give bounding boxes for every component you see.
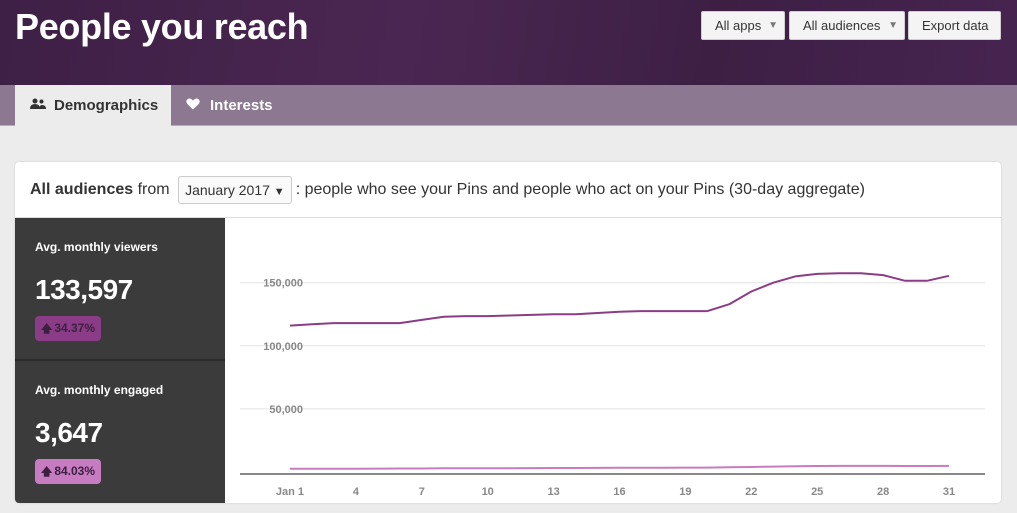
x-tick-label: 7 [419, 486, 425, 498]
metric-monthly-engaged: Avg. monthly engaged 3,647 🡅 84.03% [15, 361, 225, 503]
x-tick-label: 28 [877, 486, 889, 498]
card-description: : people who see your Pins and people wh… [295, 181, 865, 198]
page-header: People you reach All apps ▼ All audience… [0, 0, 1017, 85]
export-data-label: Export data [922, 18, 989, 33]
y-tick-label: 50,000 [269, 404, 303, 416]
x-tick-label: 25 [811, 486, 823, 498]
metric-monthly-viewers: Avg. monthly viewers 133,597 🡅 34.37% [15, 218, 225, 359]
metric-value: 3,647 [35, 417, 103, 448]
audiences-filter-dropdown[interactable]: All audiences ▼ [789, 11, 905, 40]
arrow-up-icon: 🡅 [41, 466, 53, 478]
export-data-button[interactable]: Export data [908, 11, 1001, 40]
audience-card: All audiences from January 2017 ▼: peopl… [15, 162, 1001, 503]
heart-icon [186, 85, 202, 126]
chevron-down-icon: ▼ [888, 20, 898, 31]
x-tick-label: 31 [943, 486, 955, 498]
tab-bar: Demographics Interests [0, 85, 1017, 126]
metric-divider [15, 359, 225, 361]
audience-label: All audiences [30, 181, 134, 198]
metric-value: 133,597 [35, 274, 133, 305]
card-header: All audiences from January 2017 ▼: peopl… [15, 162, 1001, 218]
y-tick-label: 150,000 [263, 278, 303, 290]
x-tick-label: 13 [547, 486, 559, 498]
viewers-series-line [289, 272, 950, 327]
chevron-down-icon: ▼ [768, 20, 778, 31]
tab-interests[interactable]: Interests [171, 85, 301, 126]
metric-label: Avg. monthly engaged [35, 383, 164, 397]
users-icon [30, 85, 46, 126]
tab-demographics[interactable]: Demographics [15, 85, 171, 126]
change-badge: 🡅 34.37% [35, 316, 102, 341]
month-select[interactable]: January 2017 ▼ [178, 175, 292, 204]
x-tick-label: 22 [745, 486, 757, 498]
tab-label: Demographics [54, 97, 159, 114]
month-select-value: January 2017 [185, 181, 270, 198]
x-tick-label: 19 [679, 486, 691, 498]
metric-label: Avg. monthly viewers [35, 240, 158, 254]
change-badge: 🡅 84.03% [35, 459, 102, 484]
chevron-down-icon: ▼ [273, 185, 285, 198]
change-value: 84.03% [54, 464, 96, 478]
apps-filter-label: All apps [715, 18, 762, 33]
x-tick-label: 4 [353, 486, 360, 498]
page-title: People you reach [15, 6, 309, 47]
y-tick-label: 100,000 [263, 341, 303, 353]
reach-line-chart: 50,000 100,000 150,000 Jan 1 4 7 10 13 16 19 22 25 2… [240, 272, 985, 498]
apps-filter-dropdown[interactable]: All apps ▼ [701, 11, 785, 40]
x-tick-label: 10 [482, 486, 494, 498]
engaged-series-line [290, 464, 950, 470]
x-tick-label: Jan 1 [276, 486, 304, 498]
change-value: 34.37% [54, 321, 96, 335]
audiences-filter-label: All audiences [803, 18, 881, 33]
from-label: from [137, 181, 170, 198]
x-tick-label: 16 [613, 486, 625, 498]
arrow-up-icon: 🡅 [41, 323, 53, 335]
tab-label: Interests [210, 97, 273, 114]
